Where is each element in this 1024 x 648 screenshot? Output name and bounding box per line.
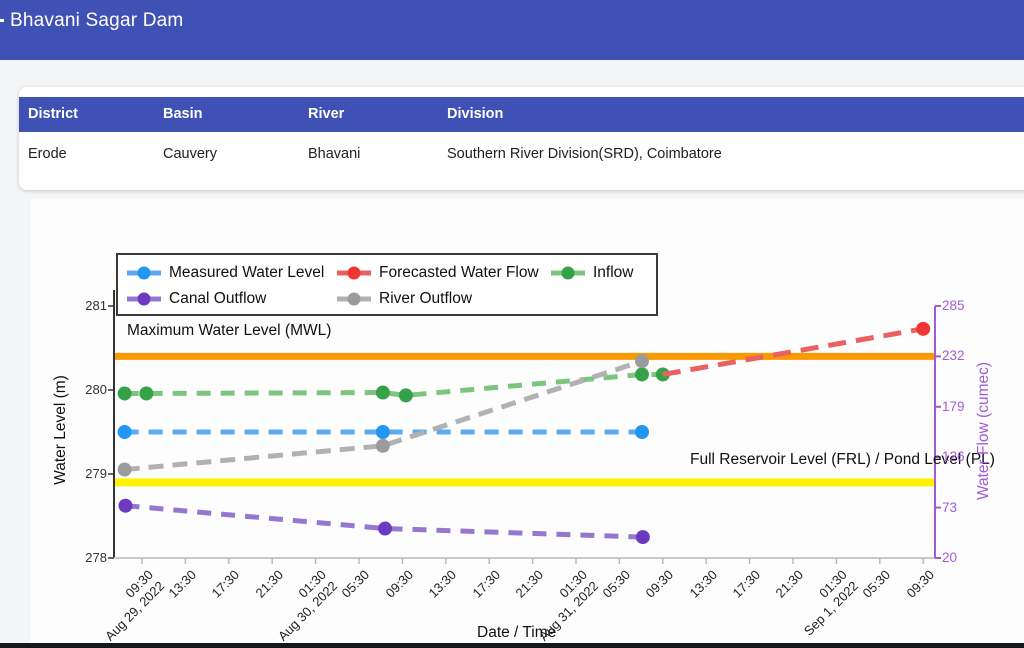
y-right-tick-label: 20 xyxy=(942,550,958,565)
y-right-tick-label: 73 xyxy=(942,499,958,515)
app-bar: Bhavani Sagar Dam xyxy=(0,0,1024,60)
legend-item-forecasted-water-flow[interactable]: Forecasted Water Flow xyxy=(336,260,539,286)
water-level-chart: Maximum Water Level (MWL) Full Reservoir… xyxy=(31,199,1024,643)
legend-item-canal-outflow[interactable]: Canal Outflow xyxy=(126,286,266,312)
column-header-division: Division xyxy=(447,106,504,122)
series-line-4 xyxy=(124,358,643,473)
series-line-2 xyxy=(124,371,663,398)
legend-label: Measured Water Level xyxy=(169,264,325,281)
frl-annotation: Full Reservoir Level (FRL) / Pond Level … xyxy=(690,451,995,468)
data-point-dot xyxy=(634,367,649,382)
back-icon-fragment[interactable] xyxy=(0,19,4,22)
data-point-dot xyxy=(375,438,390,453)
data-point-dot xyxy=(378,521,393,536)
legend-marker xyxy=(127,292,161,306)
legend-item-river-outflow[interactable]: River Outflow xyxy=(336,286,472,312)
data-point-dot xyxy=(375,385,390,400)
y-axis-title-right: Water Flow (cumec) xyxy=(975,361,992,501)
legend-label: Forecasted Water Flow xyxy=(379,264,539,281)
legend-label: Canal Outflow xyxy=(169,290,267,307)
y-left-tick-label: 278 xyxy=(85,550,107,565)
y-left-tick-label: 279 xyxy=(85,466,107,481)
cell-basin: Cauvery xyxy=(163,146,217,162)
x-axis-title: Date / Time xyxy=(477,624,557,641)
column-header-district: District xyxy=(28,106,78,122)
series-line-3 xyxy=(125,503,643,540)
legend-marker xyxy=(337,266,371,280)
column-header-basin: Basin xyxy=(163,106,203,122)
page-title: Bhavani Sagar Dam xyxy=(10,10,184,31)
y-left-tick-label: 281 xyxy=(85,298,107,313)
cell-river: Bhavani xyxy=(308,146,361,162)
mwl-annotation: Maximum Water Level (MWL) xyxy=(127,322,332,339)
cell-district: Erode xyxy=(28,146,67,162)
data-point-dot xyxy=(375,425,390,439)
data-point-dot xyxy=(117,425,132,439)
data-point-dot xyxy=(634,354,649,369)
y-right-tick-label: 179 xyxy=(942,398,965,414)
chart-canvas xyxy=(108,290,941,564)
legend-label: River Outflow xyxy=(379,290,473,307)
data-point-dot xyxy=(117,462,132,477)
data-point-dot xyxy=(916,321,931,336)
data-point-dot xyxy=(635,530,650,545)
series-line-1 xyxy=(662,326,924,377)
y-right-tick-label: 285 xyxy=(942,298,965,313)
station-info-card: District Basin River Division Erode Cauv… xyxy=(19,87,1024,190)
legend-marker xyxy=(337,292,371,306)
data-point-dot xyxy=(634,425,649,439)
legend-label: Inflow xyxy=(593,264,634,281)
data-point-dot xyxy=(139,386,154,401)
footer-strip xyxy=(0,643,1024,648)
y-axis-title-left: Water Level (m) xyxy=(52,375,69,485)
y-right-tick-label: 232 xyxy=(942,348,965,364)
cell-division: Southern River Division(SRD), Coimbatore xyxy=(447,146,722,162)
legend-marker xyxy=(127,266,161,280)
legend-marker xyxy=(551,266,585,280)
data-point-dot xyxy=(398,388,413,403)
data-point-dot xyxy=(117,386,132,401)
column-header-river: River xyxy=(308,106,345,122)
data-point-dot xyxy=(118,498,133,513)
legend-item-inflow[interactable]: Inflow xyxy=(550,260,634,286)
table-header-row: District Basin River Division xyxy=(19,97,1024,132)
chart-legend: Measured Water Level Forecasted Water Flo… xyxy=(116,253,658,316)
legend-item-measured-water-level[interactable]: Measured Water Level xyxy=(126,260,324,286)
y-right-tick-label: 126 xyxy=(942,449,965,465)
y-left-tick-label: 280 xyxy=(85,382,107,397)
